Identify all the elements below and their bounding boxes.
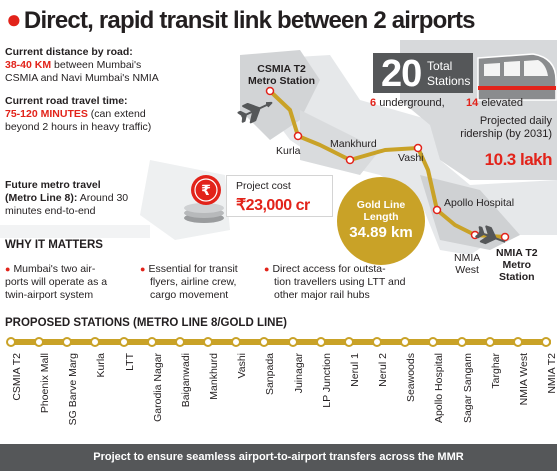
station-marker <box>62 337 73 347</box>
total-stations-label: Total Stations <box>427 59 471 88</box>
station-label: NMIA West <box>517 353 530 406</box>
station-split: 6 underground, 14 elevated <box>370 97 523 109</box>
metro-train-icon <box>477 53 557 101</box>
gold-line-length-value: 34.89 km <box>349 224 413 241</box>
station-marker <box>118 337 129 347</box>
station-label: Sanpada <box>264 353 277 396</box>
project-cost-label: Project cost <box>236 180 291 192</box>
ridership-label: Projected daily ridership (by 2031) <box>460 115 552 140</box>
station-marker <box>484 337 495 347</box>
elevated-count: 14 <box>466 97 479 109</box>
total-stations-box: 20 Total Stations <box>373 53 473 95</box>
station-label: LTT <box>123 353 136 371</box>
station-marker <box>231 337 242 347</box>
underground-count: 6 <box>370 97 377 109</box>
map-label-nmia-t2: NMIA T2 Metro Station <box>496 247 538 283</box>
bullet-icon: ● <box>264 264 270 274</box>
bullet-icon: ● <box>5 264 11 274</box>
distance-value: 38-40 KM <box>5 59 52 71</box>
future-text-2: minutes end-to-end <box>5 205 96 217</box>
map-label-apollo: Apollo Hospital <box>444 197 515 209</box>
why-item: ● Mumbai's two air- ports will operate as… <box>5 263 108 301</box>
project-cost-box: Project cost ₹23,000 cr <box>226 175 333 217</box>
map-label-nmia-west: NMIA West <box>454 252 481 276</box>
future-heading-1: Future metro travel <box>5 179 101 191</box>
footer-banner: Project to ensure seamless airport-to-ai… <box>0 444 557 471</box>
why-it-matters-heading: WHY IT MATTERS <box>5 239 103 251</box>
future-text-1: Around 30 <box>79 192 129 204</box>
station-marker <box>428 337 439 347</box>
station-marker <box>203 337 214 347</box>
total-stations-number: 20 <box>381 53 422 95</box>
station-label: Mankhurd <box>208 353 221 400</box>
station-label: Juinagar <box>292 353 305 394</box>
airplane-icon <box>237 101 273 124</box>
distance-heading: Current distance by road: <box>5 46 133 58</box>
time-text-2: beyond 2 hours in heavy traffic) <box>5 121 152 133</box>
station-marker <box>343 337 354 347</box>
why-item: ● Direct access for outsta- tion travelle… <box>264 263 406 301</box>
time-text-1: (can extend <box>90 108 146 120</box>
future-travel-block: Future metro travel (Metro Line 8): Arou… <box>5 179 240 218</box>
station-label: Nerul 2 <box>377 353 390 387</box>
station-label: SG Barve Marg <box>67 353 80 426</box>
rupee-coins-icon: ₹ <box>184 175 224 223</box>
station-marker <box>259 337 270 347</box>
station-marker <box>315 337 326 347</box>
station-marker <box>6 337 16 347</box>
gold-line-bar <box>8 339 551 345</box>
bullet-icon: ● <box>140 264 146 274</box>
station-label: Seawoods <box>405 353 418 403</box>
time-heading: Current road travel time: <box>5 95 128 107</box>
page-title: ● Direct, rapid transit link between 2 ai… <box>6 4 476 35</box>
station-label: Baiganwadi <box>179 353 192 408</box>
station-marker <box>512 337 523 347</box>
current-distance-block: Current distance by road: 38-40 KM betwe… <box>5 46 240 85</box>
map-label-vashi: Vashi <box>398 152 424 164</box>
station-label: Garodia Nagar <box>151 353 164 422</box>
airplane-icon <box>475 225 506 245</box>
future-heading-2: (Metro Line 8): <box>5 192 78 204</box>
station-label: Kurla <box>95 353 108 378</box>
underground-text: underground, <box>379 97 445 109</box>
station-label: Sagar Sangam <box>461 353 474 424</box>
svg-text:₹: ₹ <box>201 183 211 199</box>
why-item: ● Essential for transit flyers, airline c… <box>140 263 238 301</box>
station-marker <box>146 337 157 347</box>
map-label-csmia: CSMIA T2 Metro Station <box>248 63 316 87</box>
elevated-text: elevated <box>481 97 523 109</box>
station-marker <box>372 337 383 347</box>
distance-text-1: between Mumbai's <box>54 59 142 71</box>
project-cost-value: ₹23,000 cr <box>236 197 310 214</box>
station-marker <box>90 337 101 347</box>
gold-line-length-badge: Gold Line Length 34.89 km <box>337 177 425 265</box>
station-label: Apollo Hospital <box>433 353 446 424</box>
station-label: Nerul 1 <box>348 353 361 387</box>
station-marker <box>400 337 411 347</box>
station-label: CSMIA T2 <box>11 353 23 401</box>
station-marker <box>541 337 551 347</box>
distance-text-2: CSMIA and Navi Mumbai's NMIA <box>5 72 159 84</box>
station-marker <box>287 337 298 347</box>
station-label: Vashi <box>236 353 249 379</box>
time-value: 75-120 MINUTES <box>5 108 88 120</box>
gold-line-length-label: Gold Line Length <box>356 199 406 223</box>
map-label-mankhurd: Mankhurd <box>330 138 377 150</box>
current-time-block: Current road travel time: 75-120 MINUTES… <box>5 95 240 134</box>
proposed-stations-heading: PROPOSED STATIONS (METRO LINE 8/GOLD LIN… <box>5 317 287 329</box>
map-station-markers <box>265 86 510 242</box>
station-label: Targhar <box>489 353 502 389</box>
station-label: Phoenix Mall <box>39 353 52 414</box>
map-label-kurla: Kurla <box>276 145 301 157</box>
headline-text: Direct, rapid transit link between 2 air… <box>23 7 476 34</box>
title-bullet: ● <box>6 4 22 34</box>
station-marker <box>174 337 185 347</box>
station-marker <box>456 337 467 347</box>
station-label: LP Junction <box>320 353 333 408</box>
ridership-value: 10.3 lakh <box>484 150 553 169</box>
station-marker <box>34 337 45 347</box>
station-label: NMIA T2 <box>546 353 557 394</box>
